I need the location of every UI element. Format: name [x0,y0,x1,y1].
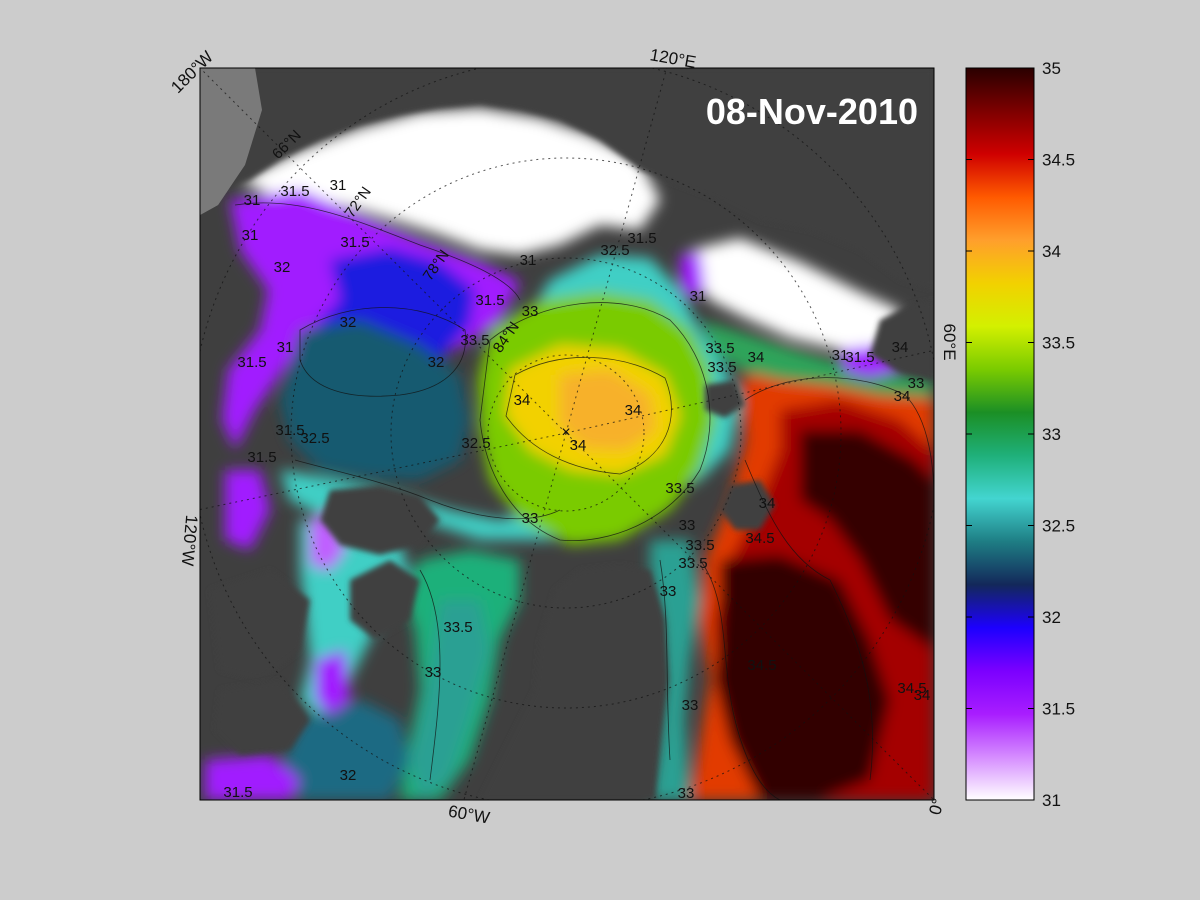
contour-label: 34 [625,402,642,419]
colorbar: 35 34.5 34 33.5 33 32.5 32 31.5 31 [965,59,1075,810]
contour-label: 31.5 [275,422,304,439]
contour-label: 33.5 [443,619,472,636]
canada-land [210,570,310,680]
contour-label: 33.5 [678,555,707,572]
colorbar-tick-label: 32 [1042,608,1061,627]
colorbar-tick-label: 34.5 [1042,151,1075,170]
map-frame [199,67,935,801]
salinity-field [205,108,934,800]
contour-label: 34 [759,495,776,512]
contour-label: 32 [340,314,357,331]
svalbard-land [705,380,745,418]
contour-label: 31.5 [223,784,252,801]
contour-label: 31.5 [627,230,656,247]
contour-label: 32.5 [600,242,629,259]
colorbar-tick-label: 31 [1042,791,1061,810]
contour-label: 31.5 [247,449,276,466]
contour-label: 33 [425,664,442,681]
contour-label: 33 [908,375,925,392]
longitude-label: 60°W [447,802,491,828]
no-data-region-top [200,68,262,215]
colorbar-ticks: 35 34.5 34 33.5 33 32.5 32 31.5 31 [966,59,1075,810]
contour-label: 34 [748,349,765,366]
contour-label: 31.5 [845,349,874,366]
contour-label: 31.5 [237,354,266,371]
contour-label: 31 [690,288,707,305]
pole-marker: × [561,424,570,441]
contour-label: 34 [914,687,931,704]
contour-label: 31.5 [280,183,309,200]
contour-label: 33 [522,303,539,320]
longitude-label: 60°E [940,323,959,360]
contour-label: 33 [679,517,696,534]
contour-label: 34.5 [747,657,776,674]
contour-label: 31.5 [340,234,369,251]
contour-label: 31 [242,227,259,244]
contour-label: 33 [678,785,695,802]
contour-label: 32 [428,354,445,371]
contour-label: 32 [340,767,357,784]
contour-label: 31.5 [475,292,504,309]
contour-label: 32.5 [461,435,490,452]
colorbar-tick-label: 34 [1042,242,1061,261]
contour-label: 34 [892,339,909,356]
contour-label: 33.5 [460,332,489,349]
contour-label: 31 [277,339,294,356]
contour-label: 34.5 [897,680,926,697]
contour-label: 33 [660,583,677,600]
contour-label: 34 [514,392,531,409]
contour-lines [234,202,934,800]
contour-label: 33.5 [705,340,734,357]
contour-label: 33.5 [707,359,736,376]
contour-label: 32.5 [300,430,329,447]
longitude-label: 120°W [178,514,201,567]
colorbar-bar [965,67,1035,801]
colorbar-tick-label: 32.5 [1042,517,1075,536]
contour-label: 31 [832,347,849,364]
contour-label: 31 [330,177,347,194]
contour-label: 34 [894,388,911,405]
contour-label: 33.5 [665,480,694,497]
date-title: 08-Nov-2010 [706,91,918,132]
contour-label: 34.5 [745,530,774,547]
contour-label: 32 [274,259,291,276]
siberia-land [200,68,934,290]
contour-label: 33 [682,697,699,714]
contour-label: 31 [520,252,537,269]
contour-label: 33.5 [685,537,714,554]
longitude-label: 0° [925,796,948,817]
contour-label: 33 [522,510,539,527]
colorbar-tick-label: 33 [1042,425,1061,444]
colorbar-tick-label: 33.5 [1042,334,1075,353]
ellesmere-land [320,485,440,555]
colorbar-tick-label: 31.5 [1042,700,1075,719]
contour-label: 34 [570,437,587,454]
contour-label: 31 [244,192,261,209]
greenland-land [480,565,668,800]
colorbar-tick-label: 35 [1042,59,1061,78]
